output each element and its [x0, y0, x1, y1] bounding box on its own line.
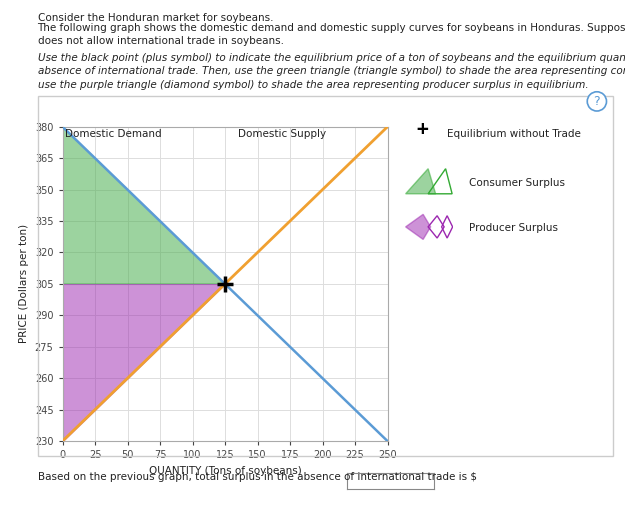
Text: .: . [438, 472, 441, 482]
Text: Based on the previous graph, total surplus in the absence of international trade: Based on the previous graph, total surpl… [38, 472, 476, 482]
Text: The following graph shows the domestic demand and domestic supply curves for soy: The following graph shows the domestic d… [38, 23, 625, 46]
Text: Use the black point (plus symbol) to indicate the equilibrium price of a ton of : Use the black point (plus symbol) to ind… [38, 53, 625, 90]
Text: Consumer Surplus: Consumer Surplus [469, 177, 565, 188]
Polygon shape [62, 127, 225, 284]
Text: Domestic Demand: Domestic Demand [65, 129, 162, 139]
X-axis label: QUANTITY (Tons of soybeans): QUANTITY (Tons of soybeans) [149, 465, 301, 476]
Polygon shape [406, 169, 436, 194]
Y-axis label: PRICE (Dollars per ton): PRICE (Dollars per ton) [19, 225, 29, 343]
Text: Producer Surplus: Producer Surplus [469, 223, 558, 233]
Text: +: + [416, 120, 428, 139]
Polygon shape [62, 284, 225, 441]
Text: Domestic Supply: Domestic Supply [238, 129, 326, 139]
Text: Equilibrium without Trade: Equilibrium without Trade [447, 129, 581, 139]
Text: ?: ? [594, 95, 600, 108]
Polygon shape [406, 214, 431, 239]
Text: Consider the Honduran market for soybeans.: Consider the Honduran market for soybean… [38, 13, 273, 23]
